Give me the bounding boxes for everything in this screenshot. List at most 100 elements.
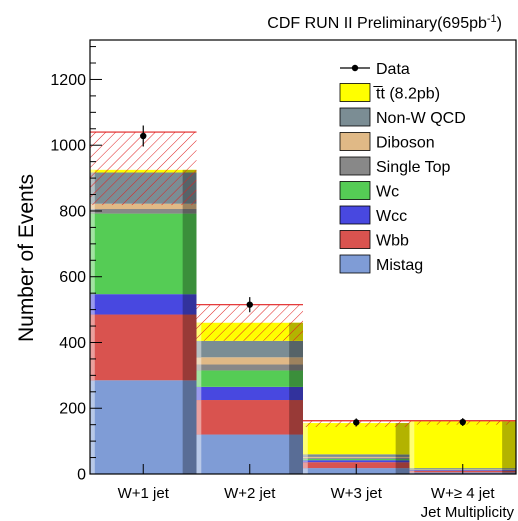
data-point-3 [353, 418, 360, 427]
legend-item-diboson: Diboson [339, 132, 435, 152]
bar-segment [90, 208, 197, 214]
data-point-1 [140, 125, 147, 147]
bar-segment [196, 340, 303, 358]
bar-segment [303, 460, 410, 463]
bar-highlight [409, 421, 415, 469]
y-tick-label: 200 [59, 401, 86, 418]
bar-highlight [90, 203, 95, 209]
bar-segment [196, 386, 303, 401]
bar-segment [196, 400, 303, 435]
bar-wc-3 [303, 458, 410, 461]
bar-highlight [409, 470, 415, 473]
x-tick-label: W+≥ 4 jet [431, 485, 496, 502]
bar-highlight [409, 472, 415, 474]
legend-swatch [339, 83, 371, 102]
bar-segment [90, 203, 197, 209]
data-marker [140, 132, 147, 140]
bar-shadow [395, 468, 410, 474]
legend-data-marker [351, 64, 359, 72]
legend-swatch [339, 107, 371, 127]
bar-highlight [90, 294, 95, 315]
bar-shadow [395, 456, 410, 458]
bar-shadow [395, 454, 410, 457]
data-marker [353, 419, 360, 426]
bar-single-top-3 [303, 457, 410, 459]
y-tick-label: 1000 [50, 138, 86, 155]
legend-item-single-top: Single Top [339, 156, 451, 176]
bar-diboson-3 [303, 456, 410, 458]
data-marker [246, 301, 253, 308]
bar-highlight [90, 314, 95, 381]
bar-segment [303, 457, 410, 459]
bar-highlight [196, 434, 202, 474]
bar-single-top-1 [90, 208, 197, 214]
bar-segment [409, 421, 516, 469]
bar-highlight [90, 380, 95, 474]
bar-highlight [196, 370, 202, 387]
bar-wcc-2 [196, 386, 303, 401]
bar-highlight [303, 460, 308, 463]
bar-segment [90, 213, 197, 295]
bar-shadow [395, 423, 410, 455]
bar-segment [303, 458, 410, 461]
bar-shadow [289, 370, 303, 387]
bar-highlight [303, 458, 308, 461]
bar-shadow [502, 472, 516, 474]
bar-highlight [409, 468, 415, 470]
bar-shadow [182, 380, 197, 474]
bar-highlight [196, 400, 202, 435]
bar-shadow [502, 468, 516, 470]
bar-shadow [182, 294, 197, 315]
legend-label: Mistag [376, 257, 423, 274]
legend-item-mistag: Mistag [339, 254, 423, 274]
bar-shadow [289, 364, 303, 371]
bar-wc-1 [90, 213, 197, 295]
x-tick-label: W+1 jet [118, 485, 170, 502]
bar-highlight [196, 340, 202, 358]
legend-label: t̅t (8.2pb) [373, 85, 440, 102]
bar-segment [303, 454, 410, 457]
bar-segment [90, 314, 197, 381]
y-tick-label: 400 [59, 335, 86, 352]
bar-non-w-qcd-2 [196, 340, 303, 358]
bar-t-t-8-2pb-4 [409, 421, 516, 469]
legend-label: Non-W QCD [376, 110, 466, 127]
bar-segment [303, 423, 410, 455]
bar-segment [90, 294, 197, 315]
bar-diboson-2 [196, 357, 303, 365]
bar-shadow [289, 434, 303, 474]
legend-swatch [339, 230, 371, 249]
bar-highlight [303, 423, 308, 455]
bar-single-top-2 [196, 364, 303, 371]
legend-swatch [339, 254, 371, 274]
y-tick-label: 1200 [50, 72, 86, 89]
bar-shadow [289, 340, 303, 358]
bar-highlight [303, 462, 308, 469]
bar-t-t-8-2pb-3 [303, 423, 410, 455]
legend-item-wc: Wc [339, 181, 399, 201]
bar-wcc-3 [303, 460, 410, 463]
bar-highlight [90, 213, 95, 295]
legend-swatch [339, 132, 371, 151]
chart-title-superscript: -1 [487, 13, 497, 25]
y-tick-label: 600 [59, 269, 86, 286]
legend-label: Wbb [376, 233, 409, 250]
chart-title: CDF RUN II Preliminary(695pb-1) [267, 13, 502, 32]
bar-highlight [303, 457, 308, 459]
bar-wbb-2 [196, 400, 303, 435]
bar-segment [196, 370, 303, 387]
bar-shadow [502, 421, 516, 469]
x-tick-label: W+2 jet [224, 485, 276, 502]
legend-label: Wc [376, 184, 399, 201]
y-tick-label: 0 [77, 467, 86, 484]
bar-wbb-1 [90, 314, 197, 381]
data-point-4 [459, 418, 466, 426]
bar-shadow [502, 470, 516, 471]
legend-swatch [339, 156, 371, 176]
legend-label: Single Top [376, 159, 451, 176]
bar-highlight [196, 357, 202, 365]
bar-non-w-qcd-3 [303, 454, 410, 457]
legend-item-wbb: Wbb [339, 230, 409, 250]
bar-shadow [289, 400, 303, 435]
bar-highlight [196, 364, 202, 371]
